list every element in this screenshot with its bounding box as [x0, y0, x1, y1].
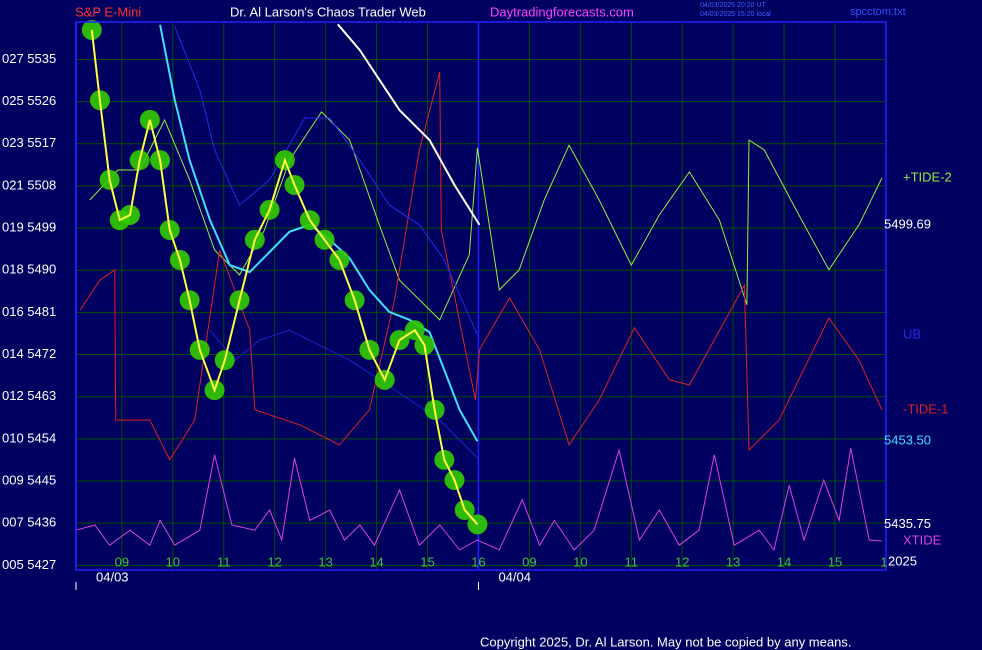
date-label: 04/03: [96, 569, 129, 584]
x-tick-label: 1: [880, 554, 887, 569]
x-tick-label: 16: [471, 554, 485, 569]
x-tick-label: 10: [573, 554, 587, 569]
end-value-label: 5435.75: [884, 516, 931, 531]
copyright: Copyright 2025, Dr. Al Larson. May not b…: [480, 634, 851, 649]
timestamp: 04/03/2025 20:20 UT: [700, 2, 766, 9]
website: Daytradingforecasts.com: [490, 4, 634, 19]
y-tick-label: 025 5526: [2, 93, 56, 108]
chart-title: Dr. Al Larson's Chaos Trader Web: [230, 4, 426, 19]
legend-label: -TIDE-1: [903, 401, 949, 416]
x-tick-label: 14: [369, 554, 383, 569]
y-tick-label: 005 5427: [2, 557, 56, 572]
y-tick-label: 021 5508: [2, 177, 56, 192]
labels: 005 5427 007 5436 009 5445 010 5454 012 5463…: [2, 51, 952, 590]
end-value-label: 5499.69: [884, 216, 931, 231]
x-tick-label: 13: [318, 554, 332, 569]
x-tick-label: 15: [420, 554, 434, 569]
x-tick-label: 14: [777, 554, 791, 569]
marks: [75, 19, 883, 552]
series-line: [79, 71, 883, 461]
y-tick-label: 007 5436: [2, 515, 56, 530]
y-tick-label: 018 5490: [2, 262, 56, 277]
timestamp: 04/03/2025 15:20 local: [700, 11, 771, 18]
x-tick-label: 09: [115, 554, 129, 569]
symbol: S&P E-Mini: [75, 4, 141, 19]
y-tick-label: 010 5454: [2, 430, 56, 445]
x-tick-label: 15: [828, 554, 842, 569]
y-tick-label: 012 5463: [2, 388, 56, 403]
x-tick-label: 13: [726, 554, 740, 569]
plot-border: [75, 21, 887, 571]
grid: [75, 22, 887, 570]
x-tick-label: 09: [522, 554, 536, 569]
x-tick-label: 12: [267, 554, 281, 569]
year: 2025: [888, 553, 917, 568]
series-line: [90, 29, 479, 525]
series-line: [337, 23, 481, 226]
legend-label: +TIDE-2: [903, 169, 952, 184]
y-tick-label: 009 5445: [2, 472, 56, 487]
series-line: [75, 448, 882, 552]
x-tick-label: 11: [625, 554, 639, 569]
x-tick-label: 11: [217, 554, 231, 569]
file-name: spcctom.txt: [850, 6, 906, 18]
y-tick-label: 019 5499: [2, 220, 56, 235]
x-tick-label: 12: [675, 554, 689, 569]
price-marker: [81, 19, 102, 40]
x-tick-label: 10: [166, 554, 180, 569]
y-tick-label: 023 5517: [2, 135, 56, 150]
legend-label: XTIDE: [903, 532, 942, 547]
y-tick-label: 016 5481: [2, 304, 56, 319]
y-tick-label: 014 5472: [2, 346, 56, 361]
series-line: [174, 26, 478, 336]
end-value-label: 5453.50: [884, 433, 931, 448]
legend-label: UB: [903, 326, 921, 341]
y-tick-label: 027 5535: [2, 51, 56, 66]
date-label: 04/04: [498, 569, 531, 584]
